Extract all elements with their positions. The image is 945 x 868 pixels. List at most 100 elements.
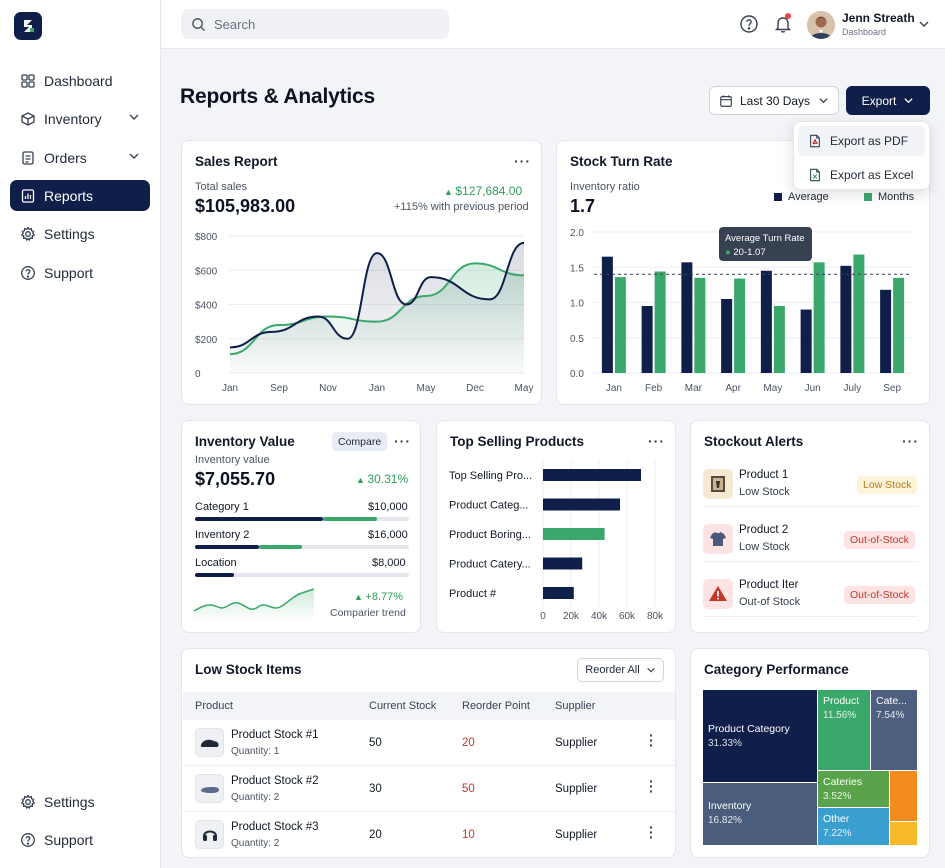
- treemap-tile[interactable]: Product 11.56%: [818, 690, 870, 770]
- bar[interactable]: [880, 289, 892, 373]
- export-excel-item[interactable]: Export as Excel: [798, 160, 925, 190]
- breakdown-value: $10,000: [368, 501, 408, 513]
- sidebar-item-dashboard[interactable]: Dashboard: [10, 65, 150, 96]
- more-options-icon[interactable]: ···: [394, 433, 411, 449]
- bar[interactable]: [694, 277, 706, 373]
- row-more-icon[interactable]: · · ·: [649, 773, 654, 799]
- treemap-tile[interactable]: Product Category 31.33%: [703, 690, 817, 782]
- sidebar-footer-settings[interactable]: Settings: [10, 786, 150, 817]
- column-header[interactable]: Current Stock: [369, 700, 437, 712]
- legend-months: Months: [864, 191, 914, 203]
- breakdown-label: Inventory 2: [195, 529, 250, 541]
- more-options-icon[interactable]: ···: [514, 153, 531, 169]
- product-image-icon: [195, 728, 224, 757]
- menu-item-label: Export as PDF: [830, 134, 909, 148]
- bar[interactable]: [614, 277, 626, 373]
- treemap-tile[interactable]: Inventory 16.82%: [703, 783, 817, 845]
- search-box[interactable]: [181, 9, 449, 39]
- bar[interactable]: [853, 254, 865, 373]
- treemap-tile[interactable]: Other 7.22%: [818, 808, 889, 845]
- bar[interactable]: [641, 306, 653, 373]
- category-label: Product Boring...: [449, 529, 531, 541]
- bar[interactable]: [681, 262, 693, 373]
- user-name[interactable]: Jenn Streath: [842, 11, 915, 25]
- bar[interactable]: [543, 557, 583, 570]
- series-line: [229, 262, 525, 356]
- row-more-icon[interactable]: · · ·: [649, 727, 654, 753]
- bar[interactable]: [543, 587, 574, 599]
- sidebar-item-support[interactable]: Support: [10, 257, 150, 288]
- chevron-down-icon: [129, 153, 139, 159]
- treemap-tile[interactable]: [890, 822, 917, 845]
- bar[interactable]: [773, 306, 785, 373]
- breakdown-progress: [195, 573, 409, 577]
- alert-row[interactable]: Product 2 Low Stock Out-of-Stock: [703, 518, 918, 562]
- search-input[interactable]: [214, 16, 434, 32]
- table-row[interactable]: Product Stock #2 Quantity: 2 30 50 Suppl…: [183, 766, 675, 812]
- card-title: Low Stock Items: [195, 662, 302, 677]
- x-tick-label: Sep: [883, 383, 901, 394]
- bar[interactable]: [543, 528, 605, 540]
- treemap-tile[interactable]: Cate... 7.54%: [871, 690, 917, 770]
- bar[interactable]: [734, 278, 746, 373]
- more-options-icon[interactable]: ···: [902, 433, 919, 449]
- treemap-tile[interactable]: Cateries 3.52%: [818, 771, 889, 807]
- avatar[interactable]: [807, 11, 835, 39]
- export-button[interactable]: Export: [846, 86, 930, 115]
- bar[interactable]: [840, 265, 852, 373]
- treemap-tile[interactable]: [890, 771, 917, 821]
- y-tick-label: $600: [195, 266, 218, 277]
- x-tick-label: Apr: [725, 383, 741, 394]
- stock-turn-bar-chart: 2.0 1.5 1.0 0.5 0.0 Jan Feb Mar Apr May Jun July Sep: [570, 228, 912, 394]
- sidebar-item-inventory[interactable]: Inventory: [10, 103, 150, 134]
- bar[interactable]: [813, 262, 825, 373]
- more-options-icon[interactable]: ···: [648, 433, 665, 449]
- sidebar-item-label: Inventory: [44, 110, 102, 127]
- table-row[interactable]: Product Stock #3 Quantity: 2 20 10 Suppl…: [183, 812, 675, 857]
- card-title: Top Selling Products: [450, 434, 585, 449]
- bar[interactable]: [800, 309, 812, 373]
- chevron-down-icon[interactable]: [918, 18, 930, 30]
- orders-icon: [19, 149, 37, 167]
- y-tick-label: 0: [195, 369, 201, 380]
- reorder-all-dropdown[interactable]: Reorder All: [577, 658, 664, 682]
- date-range-dropdown[interactable]: Last 30 Days: [709, 86, 839, 115]
- column-header[interactable]: Reorder Point: [462, 700, 530, 712]
- tile-label: Product: [823, 695, 860, 707]
- column-header[interactable]: Supplier: [555, 700, 596, 712]
- sidebar-item-orders[interactable]: Orders: [10, 142, 150, 173]
- sidebar-item-reports[interactable]: Reports: [10, 180, 150, 211]
- bar[interactable]: [893, 277, 905, 373]
- x-tick-label: 0: [540, 611, 546, 622]
- tile-label: Product Category: [708, 723, 790, 735]
- compare-button[interactable]: Compare: [332, 432, 388, 451]
- sidebar-footer-support[interactable]: Support: [10, 824, 150, 855]
- app-logo[interactable]: [14, 12, 42, 40]
- sidebar-item-settings[interactable]: Settings: [10, 218, 150, 249]
- bar[interactable]: [601, 256, 613, 373]
- bar[interactable]: [543, 469, 641, 481]
- table-row[interactable]: Product Stock #1 Quantity: 1 50 20 Suppl…: [183, 720, 675, 766]
- column-header[interactable]: Product: [195, 700, 233, 712]
- sidebar-item-label: Support: [44, 264, 94, 281]
- bar[interactable]: [543, 498, 620, 511]
- bell-icon[interactable]: [773, 14, 793, 34]
- alert-product-name: Product Iter: [739, 579, 799, 591]
- current-stock: 20: [369, 829, 382, 841]
- sidebar-item-label: Orders: [44, 149, 87, 166]
- export-menu: Export as PDF Export as Excel: [793, 121, 930, 190]
- chevron-down-icon: [904, 98, 913, 104]
- bar[interactable]: [721, 298, 733, 373]
- card-title: Sales Report: [195, 154, 278, 169]
- row-more-icon[interactable]: · · ·: [649, 819, 654, 845]
- alert-row[interactable]: Product 1 Low Stock Low Stock: [703, 463, 918, 507]
- export-pdf-item[interactable]: Export as PDF: [798, 126, 925, 156]
- bar[interactable]: [760, 270, 772, 373]
- y-tick-label: 2.0: [570, 228, 584, 239]
- help-icon[interactable]: [739, 14, 759, 34]
- bar[interactable]: [654, 271, 666, 373]
- trend-delta-value: +8.77%: [365, 591, 404, 603]
- help-icon: [19, 264, 37, 282]
- chevron-down-icon: [646, 667, 655, 673]
- alert-row[interactable]: Product Iter Out-of Stock Out-of-Stock: [703, 573, 918, 617]
